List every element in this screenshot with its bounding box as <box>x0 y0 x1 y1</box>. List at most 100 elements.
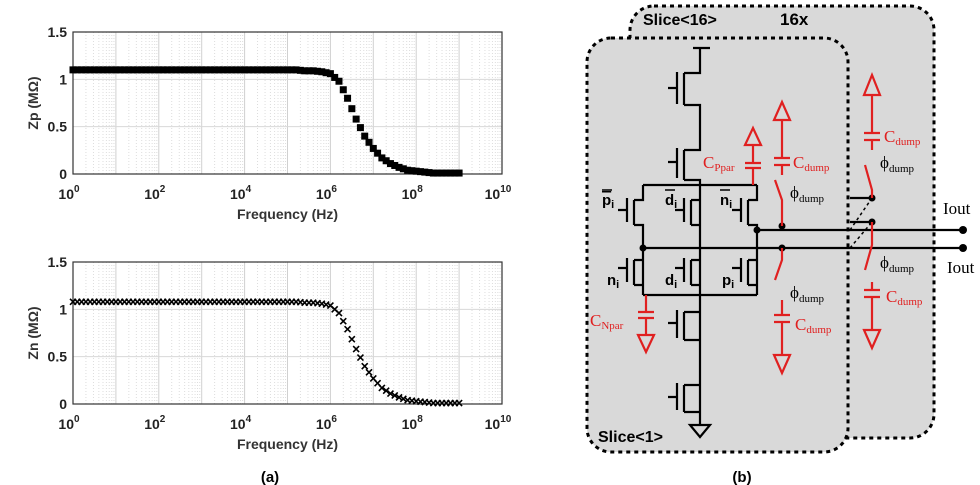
data-point <box>99 66 107 74</box>
label-iout-2: Iout <box>947 258 975 277</box>
label-phi-dump-4: ϕdump <box>880 253 915 275</box>
caption-b: (b) <box>732 469 751 485</box>
data-point <box>69 66 77 74</box>
data-point <box>408 167 416 175</box>
data-point <box>386 160 394 168</box>
data-point <box>142 66 150 74</box>
data-point <box>348 335 356 343</box>
data-point <box>356 124 364 132</box>
data-point <box>284 66 291 74</box>
data-point <box>193 66 201 74</box>
data-point <box>361 362 369 370</box>
data-point <box>365 138 373 146</box>
data-point <box>343 325 352 333</box>
data-point <box>314 67 322 75</box>
data-point <box>219 66 227 74</box>
data-point <box>206 66 214 74</box>
data-point <box>116 66 124 74</box>
data-point <box>279 66 287 74</box>
y-tick-label: 1.5 <box>48 24 68 40</box>
data-point <box>189 66 197 74</box>
iout-terminal-1 <box>959 226 967 234</box>
data-point <box>133 66 141 74</box>
x-tick-label: 1010 <box>485 184 512 202</box>
data-point <box>228 66 236 74</box>
data-point <box>296 66 304 74</box>
data-point <box>275 66 283 74</box>
data-point <box>447 169 455 177</box>
data-point <box>258 66 266 74</box>
multiplier-label: 16x <box>780 10 809 29</box>
data-point <box>391 391 399 400</box>
data-point <box>365 368 373 376</box>
label-di: di <box>665 272 677 291</box>
y-axis-label: Zn (MΩ) <box>25 306 41 359</box>
x-tick-label: 104 <box>230 184 252 202</box>
data-point <box>232 66 240 74</box>
label-di-bar: di <box>665 192 677 211</box>
label-cdump-4: Cdump <box>886 287 923 308</box>
label-phi-dump-2: ϕdump <box>790 283 825 305</box>
x-axis-label: Frequency (Hz) <box>237 436 338 452</box>
data-point <box>86 66 94 74</box>
x-tick-label: 106 <box>316 184 338 202</box>
data-point <box>455 399 463 407</box>
data-point <box>326 70 334 78</box>
data-point <box>331 73 339 81</box>
data-point <box>378 154 386 162</box>
data-point <box>348 105 356 113</box>
label-pi: pi <box>722 272 734 291</box>
data-point <box>322 69 330 77</box>
data-point <box>434 169 442 177</box>
data-point <box>151 66 159 74</box>
data-point <box>82 66 90 74</box>
x-tick-label: 108 <box>402 184 424 202</box>
y-tick-label: 0.5 <box>48 349 68 365</box>
data-point <box>241 66 249 74</box>
data-point <box>73 66 81 74</box>
x-tick-label: 106 <box>316 414 338 432</box>
data-point <box>103 66 111 74</box>
data-point <box>369 144 377 152</box>
chart-zn: 100 102 104 106 108 1010 0 0.5 1 1.5 Frequency (Hz… <box>25 254 512 452</box>
data-point <box>339 317 347 325</box>
data-point <box>335 309 343 317</box>
label-cnpar: CNpar <box>590 311 624 332</box>
data-point <box>339 86 347 94</box>
data-point <box>129 66 137 74</box>
data-point <box>301 67 309 75</box>
data-point <box>211 66 219 74</box>
data-point <box>181 66 189 74</box>
data-point <box>249 66 257 74</box>
data-point <box>198 66 206 74</box>
data-point <box>425 169 433 177</box>
data-point <box>451 169 459 177</box>
data-series <box>69 298 463 407</box>
data-series <box>69 66 463 177</box>
data-point <box>271 66 279 74</box>
data-point <box>202 66 210 74</box>
axes-box <box>72 31 503 175</box>
y-tick-label: 0 <box>59 396 67 412</box>
data-point <box>335 77 343 85</box>
data-point <box>382 387 390 395</box>
data-point <box>146 66 154 74</box>
data-point <box>90 66 98 74</box>
y-tick-label: 0.5 <box>48 119 68 135</box>
data-point <box>421 168 429 176</box>
y-tick-label: 1.5 <box>48 254 68 270</box>
data-point <box>292 66 300 74</box>
slice-1-label: Slice<1> <box>598 429 663 446</box>
data-point <box>245 66 253 74</box>
data-point <box>344 94 352 102</box>
data-point <box>288 66 296 74</box>
data-point <box>386 390 395 398</box>
label-iout-1: Iout <box>943 199 971 218</box>
data-point <box>442 169 450 177</box>
caption-a: (a) <box>261 469 279 485</box>
data-point <box>120 66 128 74</box>
label-cdump-2: Cdump <box>795 315 832 336</box>
axes-box <box>72 261 503 405</box>
data-point <box>185 66 193 74</box>
